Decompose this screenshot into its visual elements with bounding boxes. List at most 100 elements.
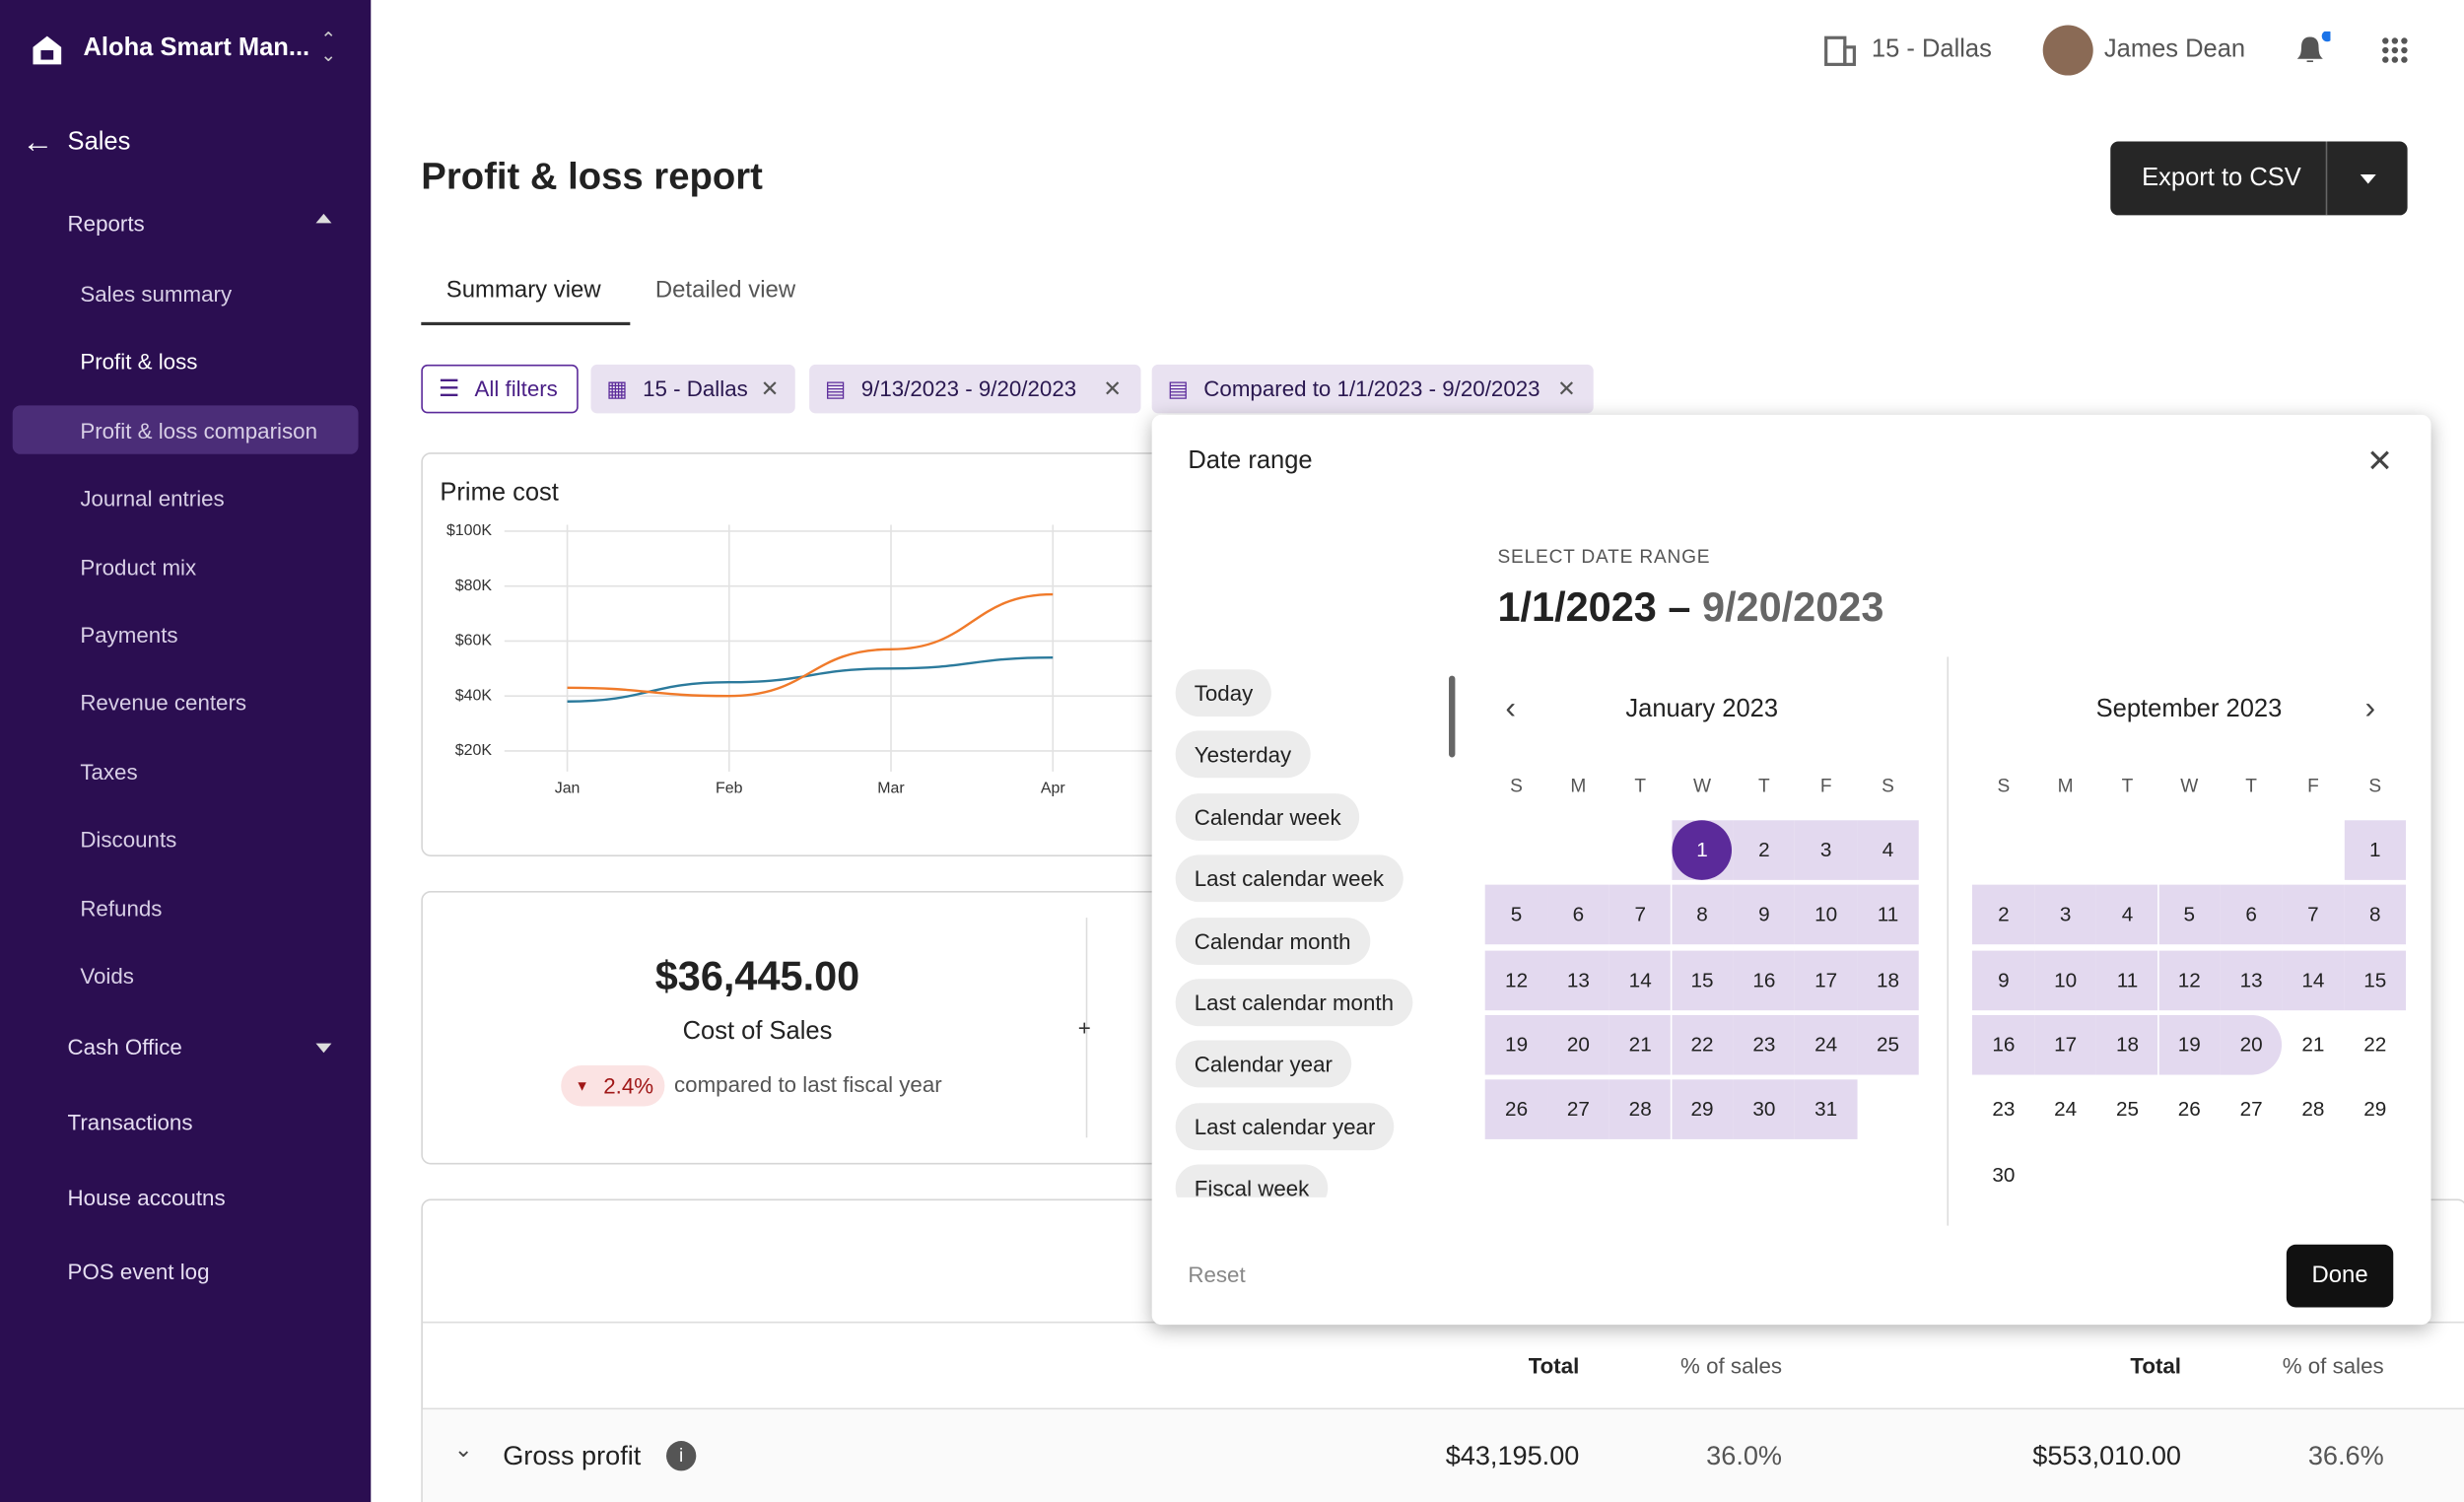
nav-item[interactable]: Revenue centers bbox=[80, 690, 247, 717]
day[interactable]: 11 bbox=[2116, 967, 2139, 991]
day[interactable]: 21 bbox=[2301, 1032, 2325, 1057]
day[interactable]: 18 bbox=[2115, 1032, 2140, 1057]
reset[interactable]: Reset bbox=[1188, 1262, 1246, 1287]
nav-item[interactable]: Taxes bbox=[80, 758, 138, 785]
switcher[interactable]: ⌃ ⌄ bbox=[320, 28, 337, 66]
filter-button[interactable]: ☰ All filters bbox=[421, 364, 579, 414]
day[interactable]: 5 bbox=[2183, 902, 2196, 926]
day[interactable]: 23 bbox=[1752, 1032, 1776, 1057]
day[interactable]: 9 bbox=[1998, 967, 2010, 991]
day[interactable]: 26 bbox=[1505, 1097, 1529, 1122]
nav-item[interactable]: House accoutns bbox=[67, 1184, 226, 1209]
day[interactable]: 13 bbox=[1566, 967, 1590, 991]
day[interactable]: 4 bbox=[1882, 837, 1894, 861]
dropdown[interactable] bbox=[2360, 173, 2376, 184]
location[interactable]: 15 - Dallas bbox=[1871, 35, 1992, 63]
day[interactable]: 1 bbox=[2368, 837, 2381, 861]
day[interactable]: 27 bbox=[2239, 1097, 2263, 1122]
day[interactable]: 6 bbox=[2245, 902, 2257, 926]
done-button[interactable]: Done bbox=[2286, 1244, 2394, 1308]
preset[interactable]: Last calendar year bbox=[1175, 1102, 1395, 1150]
day[interactable]: 4 bbox=[2121, 902, 2134, 926]
day[interactable]: 26 bbox=[2177, 1097, 2201, 1122]
back-arrow[interactable]: ← bbox=[22, 125, 54, 161]
preset[interactable]: Last calendar month bbox=[1175, 979, 1413, 1027]
day[interactable]: 15 bbox=[1690, 967, 1714, 991]
day[interactable]: 21 bbox=[1628, 1032, 1652, 1057]
nav-item[interactable]: Profit & loss bbox=[80, 349, 198, 376]
filter-chip[interactable]: ▦ 15 - Dallas ✕ bbox=[590, 364, 795, 414]
day[interactable]: 24 bbox=[2054, 1097, 2078, 1122]
day[interactable]: 16 bbox=[1752, 967, 1776, 991]
day[interactable]: 10 bbox=[2054, 967, 2078, 991]
day[interactable]: 5 bbox=[1510, 902, 1523, 926]
day[interactable]: 1 bbox=[1696, 837, 1708, 861]
info-icon[interactable]: i bbox=[666, 1441, 697, 1471]
day[interactable]: 23 bbox=[1992, 1097, 2016, 1122]
nav-item[interactable]: Sales summary bbox=[80, 281, 233, 307]
day[interactable]: 16 bbox=[1992, 1032, 2016, 1057]
day[interactable]: 28 bbox=[2301, 1097, 2325, 1122]
day[interactable]: 24 bbox=[1814, 1032, 1838, 1057]
day[interactable]: 31 bbox=[1814, 1097, 1838, 1122]
day[interactable]: 30 bbox=[1752, 1097, 1776, 1122]
apps[interactable] bbox=[2381, 36, 2410, 65]
nav-item[interactable]: Product mix bbox=[80, 554, 197, 580]
user-name[interactable]: James Dean bbox=[2103, 35, 2246, 63]
day[interactable]: 13 bbox=[2239, 967, 2263, 991]
export-button[interactable]: Export to CSV bbox=[2110, 141, 2408, 216]
day[interactable]: 15 bbox=[2363, 967, 2387, 991]
tab-active[interactable]: Summary view bbox=[445, 276, 601, 304]
bell[interactable] bbox=[2293, 31, 2331, 69]
preset[interactable]: Last calendar week bbox=[1175, 854, 1403, 903]
nav-item[interactable]: POS event log bbox=[67, 1259, 210, 1284]
day[interactable]: 27 bbox=[1566, 1097, 1590, 1122]
preset[interactable]: Calendar month bbox=[1175, 917, 1370, 965]
day[interactable]: 30 bbox=[1992, 1162, 2016, 1186]
day[interactable]: 28 bbox=[1628, 1097, 1652, 1122]
day[interactable]: 22 bbox=[2363, 1032, 2387, 1057]
section[interactable]: Reports bbox=[67, 210, 145, 237]
preset[interactable]: Today bbox=[1175, 669, 1272, 717]
nav-item[interactable]: Profit & loss comparison bbox=[80, 417, 317, 444]
day[interactable]: 29 bbox=[1690, 1097, 1714, 1122]
nav-item[interactable]: Transactions bbox=[67, 1109, 193, 1135]
chip-close[interactable]: ✕ bbox=[760, 376, 780, 401]
day[interactable]: 20 bbox=[2239, 1032, 2263, 1057]
expand[interactable]: ⌄ bbox=[453, 1436, 473, 1462]
day[interactable]: 3 bbox=[2059, 902, 2072, 926]
day[interactable]: 14 bbox=[1628, 967, 1652, 991]
prev-month[interactable]: ‹ bbox=[1505, 691, 1517, 726]
day[interactable]: 11 bbox=[1877, 902, 1899, 926]
group[interactable]: Cash Office bbox=[67, 1034, 182, 1059]
nav-item[interactable]: Discounts bbox=[80, 826, 177, 853]
day[interactable]: 7 bbox=[1634, 902, 1646, 926]
day[interactable]: 19 bbox=[2177, 1032, 2201, 1057]
back-link[interactable]: Sales bbox=[67, 128, 131, 156]
day[interactable]: 29 bbox=[2363, 1097, 2387, 1122]
day[interactable]: 19 bbox=[1505, 1032, 1529, 1057]
day[interactable]: 9 bbox=[1758, 902, 1770, 926]
chip-close[interactable]: ✕ bbox=[1557, 376, 1576, 401]
filter-chip[interactable]: ▤ 9/13/2023 - 9/20/2023 ✕ bbox=[809, 364, 1141, 414]
day[interactable]: 8 bbox=[2368, 902, 2381, 926]
nav-item[interactable]: Refunds bbox=[80, 895, 163, 921]
preset[interactable]: Yesterday bbox=[1175, 731, 1311, 779]
day[interactable]: 14 bbox=[2301, 967, 2325, 991]
nav-item[interactable]: Payments bbox=[80, 622, 178, 648]
preset[interactable]: Calendar week bbox=[1175, 792, 1360, 841]
day[interactable]: 25 bbox=[1876, 1032, 1900, 1057]
close[interactable]: ✕ bbox=[2366, 444, 2393, 480]
day[interactable]: 10 bbox=[1814, 902, 1838, 926]
nav-item[interactable]: Voids bbox=[80, 963, 134, 989]
day[interactable]: 2 bbox=[1998, 902, 2010, 926]
day[interactable]: 17 bbox=[1814, 967, 1838, 991]
app-name[interactable]: Aloha Smart Man... bbox=[83, 34, 310, 62]
day[interactable]: 18 bbox=[1876, 967, 1900, 991]
day[interactable]: 12 bbox=[2177, 967, 2201, 991]
nav-item[interactable]: Journal entries bbox=[80, 485, 225, 512]
day[interactable]: 2 bbox=[1758, 837, 1770, 861]
day[interactable]: 17 bbox=[2054, 1032, 2078, 1057]
preset[interactable]: Calendar year bbox=[1175, 1041, 1352, 1088]
day[interactable]: 8 bbox=[1696, 902, 1708, 926]
